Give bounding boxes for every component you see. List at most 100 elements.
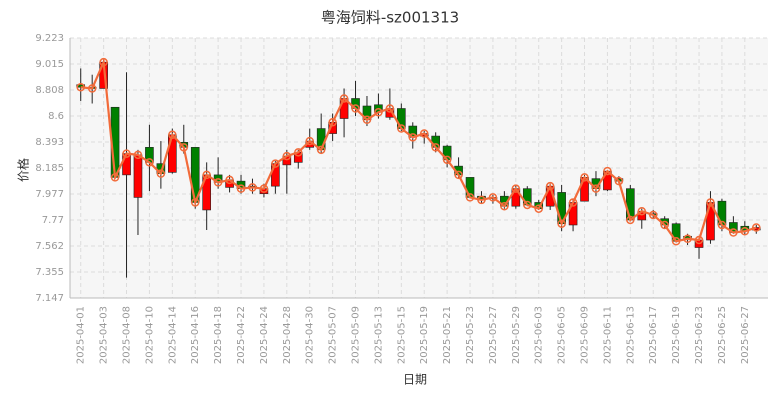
close-line: [80, 57, 757, 243]
close-point: [568, 198, 578, 207]
close-point: [271, 159, 280, 168]
close-point: [305, 136, 314, 146]
x-tick-label: 2025-05-23: [465, 306, 476, 364]
x-tick-label: 2025-06-05: [557, 306, 568, 364]
x-tick-label: 2025-05-13: [373, 306, 384, 364]
close-point: [511, 184, 521, 193]
x-tick-label: 2025-06-25: [717, 306, 728, 364]
close-point: [419, 129, 429, 138]
y-tick-label: 8.6: [48, 111, 64, 122]
x-tick-label: 2025-04-08: [122, 306, 133, 364]
close-point: [523, 200, 532, 210]
x-tick-label: 2025-05-07: [328, 306, 339, 364]
x-tick-label: 2025-06-03: [534, 306, 545, 364]
x-tick-label: 2025-04-22: [236, 306, 247, 364]
close-point: [729, 228, 738, 237]
x-tick-label: 2025-04-24: [259, 306, 270, 364]
close-point: [752, 223, 761, 232]
close-point: [740, 226, 750, 236]
close-point: [225, 175, 234, 185]
x-tick-label: 2025-05-27: [488, 306, 499, 364]
close-point: [190, 198, 200, 207]
x-tick-label: 2025-05-21: [442, 306, 453, 364]
y-tick-label: 9.223: [35, 33, 64, 44]
x-tick-label: 2025-06-17: [648, 306, 659, 364]
close-point: [603, 166, 612, 176]
y-axis-label: 价格: [16, 158, 31, 182]
y-tick-label: 7.562: [35, 241, 64, 252]
close-point: [557, 219, 566, 228]
y-tick-label: 8.185: [35, 163, 64, 174]
y-tick-label: 7.77: [42, 215, 64, 226]
close-point: [477, 195, 486, 205]
close-point: [179, 143, 189, 152]
close-point: [534, 204, 543, 213]
close-point: [545, 181, 555, 191]
candle-body: [133, 154, 143, 198]
close-point: [133, 150, 143, 160]
x-tick-label: 2025-05-19: [419, 306, 430, 364]
close-point: [717, 220, 727, 230]
x-tick-label: 2025-06-11: [602, 306, 613, 364]
close-point: [488, 193, 498, 202]
close-point: [671, 237, 681, 246]
close-point: [328, 118, 337, 127]
close-point: [202, 170, 211, 180]
close-point: [248, 183, 257, 192]
x-tick-label: 2025-06-23: [694, 306, 705, 364]
close-point: [213, 178, 223, 187]
close-point: [637, 206, 647, 216]
close-point: [397, 124, 406, 133]
close-point: [294, 148, 303, 157]
x-tick-label: 2025-06-13: [625, 306, 636, 364]
x-tick-label: 2025-04-30: [305, 306, 316, 364]
close-point: [683, 234, 692, 244]
x-tick-label: 2025-04-14: [167, 306, 178, 364]
x-tick-label: 2025-04-03: [99, 306, 110, 364]
close-point: [660, 220, 669, 230]
x-tick-label: 2025-05-29: [511, 306, 522, 364]
close-point: [87, 84, 97, 93]
chart-title: 粤海饲料-sz001313: [321, 9, 459, 27]
close-point: [259, 184, 269, 193]
close-point: [648, 210, 658, 220]
close-point: [431, 143, 440, 152]
y-tick-label: 7.355: [35, 267, 64, 278]
x-tick-label: 2025-04-16: [190, 306, 201, 364]
close-point: [614, 176, 624, 186]
x-tick-label: 2025-06-19: [671, 306, 682, 364]
close-point: [694, 235, 704, 245]
close-point: [706, 198, 715, 207]
y-tick-label: 8.808: [35, 85, 64, 96]
close-point: [236, 184, 246, 193]
x-tick-label: 2025-06-27: [740, 306, 751, 364]
close-point: [442, 155, 452, 165]
x-tick-label: 2025-05-09: [351, 306, 362, 364]
close-point: [316, 145, 326, 155]
x-tick-label: 2025-04-01: [76, 306, 87, 364]
x-tick-label: 2025-04-10: [144, 306, 155, 364]
close-point: [122, 149, 131, 158]
close-point: [168, 130, 177, 140]
close-point: [626, 215, 635, 225]
close-point: [362, 115, 372, 125]
close-point: [454, 170, 463, 180]
y-tick-label: 8.393: [35, 137, 64, 148]
close-point: [339, 94, 349, 103]
close-point: [374, 108, 383, 117]
y-tick-label: 7.147: [35, 293, 64, 304]
close-point: [76, 82, 85, 92]
close-point: [465, 193, 475, 202]
close-point: [156, 169, 166, 178]
x-tick-label: 2025-04-28: [282, 306, 293, 364]
close-point: [500, 201, 509, 211]
y-tick-label: 7.977: [35, 189, 64, 200]
x-tick-label: 2025-06-09: [580, 306, 591, 364]
x-tick-label: 2025-04-18: [213, 306, 224, 364]
candle-body: [626, 188, 635, 221]
close-point: [408, 133, 418, 142]
close-point: [351, 104, 360, 113]
close-point: [99, 57, 108, 67]
x-axis-label: 日期: [403, 373, 427, 387]
